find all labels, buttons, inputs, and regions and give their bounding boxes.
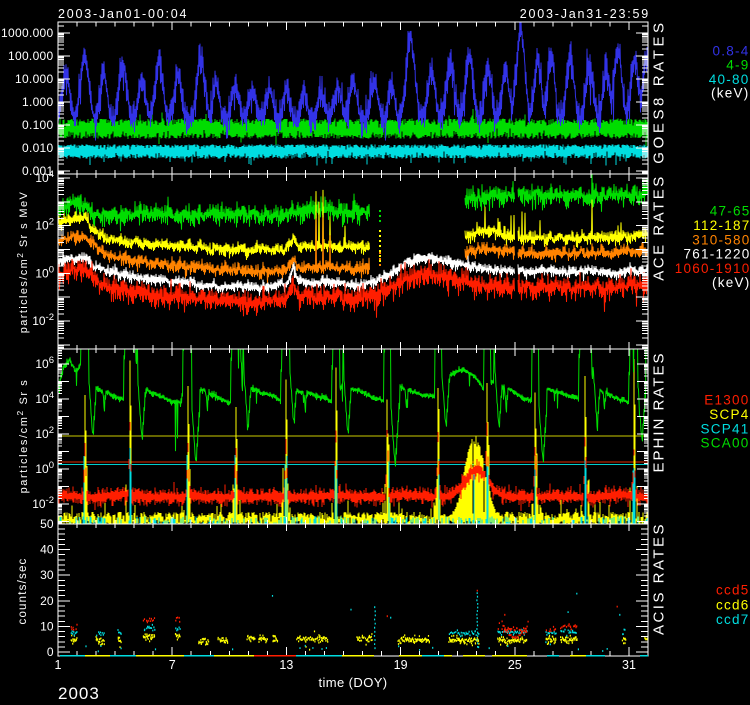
- svg-text:1.000: 1.000: [22, 95, 54, 109]
- svg-text:1: 1: [55, 658, 62, 672]
- svg-text:particles/cm2 Sr s: particles/cm2 Sr s: [15, 379, 30, 494]
- svg-text:ccd6: ccd6: [716, 597, 750, 612]
- svg-text:104: 104: [35, 390, 54, 406]
- svg-text:1000.000: 1000.000: [1, 26, 53, 40]
- svg-text:102: 102: [35, 217, 54, 233]
- svg-text:1060-1910: 1060-1910: [675, 261, 750, 276]
- svg-text:ACIS RATES: ACIS RATES: [651, 522, 668, 635]
- svg-text:13: 13: [279, 658, 293, 672]
- svg-text:(keV): (keV): [712, 275, 750, 290]
- svg-text:25: 25: [508, 658, 522, 672]
- svg-text:100.000: 100.000: [8, 49, 54, 63]
- svg-text:(keV): (keV): [711, 86, 750, 101]
- svg-text:100: 100: [35, 264, 54, 280]
- svg-text:100: 100: [35, 460, 54, 476]
- svg-text:0: 0: [47, 645, 54, 659]
- svg-text:0.001: 0.001: [22, 164, 54, 178]
- svg-text:7: 7: [169, 658, 176, 672]
- svg-text:particles/cm2 Sr s MeV: particles/cm2 Sr s MeV: [15, 191, 30, 334]
- svg-text:0.010: 0.010: [22, 141, 54, 155]
- svg-text:310-580: 310-580: [692, 232, 750, 247]
- svg-text:2003: 2003: [58, 684, 100, 700]
- svg-text:ccd7: ccd7: [716, 612, 750, 627]
- svg-text:10: 10: [40, 619, 54, 633]
- svg-text:19: 19: [394, 658, 408, 672]
- svg-text:ccd5: ccd5: [716, 583, 750, 598]
- svg-text:counts/sec: counts/sec: [17, 558, 29, 625]
- svg-text:4-9: 4-9: [726, 58, 749, 73]
- svg-text:20: 20: [40, 594, 54, 608]
- svg-text:SCA00: SCA00: [700, 436, 749, 451]
- svg-text:10.000: 10.000: [15, 72, 54, 86]
- svg-text:30: 30: [40, 568, 54, 582]
- svg-text:10-2: 10-2: [32, 312, 54, 328]
- svg-text:0.100: 0.100: [22, 118, 54, 132]
- svg-text:761-1220: 761-1220: [683, 247, 750, 262]
- svg-text:E1300: E1300: [704, 393, 749, 408]
- svg-text:0.8-4: 0.8-4: [712, 44, 749, 59]
- svg-text:2003-Jan01-00:04: 2003-Jan01-00:04: [58, 7, 188, 21]
- svg-text:SCP4: SCP4: [709, 407, 749, 422]
- svg-text:EPHIN RATES: EPHIN RATES: [651, 352, 668, 473]
- svg-text:31: 31: [622, 658, 636, 672]
- svg-text:10-2: 10-2: [32, 495, 54, 511]
- svg-text:40: 40: [40, 543, 54, 557]
- svg-text:GOES8 RATES: GOES8 RATES: [651, 19, 668, 163]
- svg-text:50: 50: [40, 517, 54, 531]
- svg-text:102: 102: [35, 425, 54, 441]
- svg-text:104: 104: [35, 169, 54, 185]
- svg-text:2003-Jan31-23:59: 2003-Jan31-23:59: [520, 7, 650, 21]
- svg-text:47-65: 47-65: [710, 204, 750, 219]
- svg-text:SCP41: SCP41: [700, 421, 749, 436]
- svg-text:106: 106: [35, 355, 54, 371]
- svg-text:40-80: 40-80: [709, 72, 750, 87]
- svg-text:ACE RATES: ACE RATES: [651, 174, 668, 280]
- svg-text:time (DOY): time (DOY): [319, 675, 388, 690]
- svg-text:112-187: 112-187: [693, 218, 750, 233]
